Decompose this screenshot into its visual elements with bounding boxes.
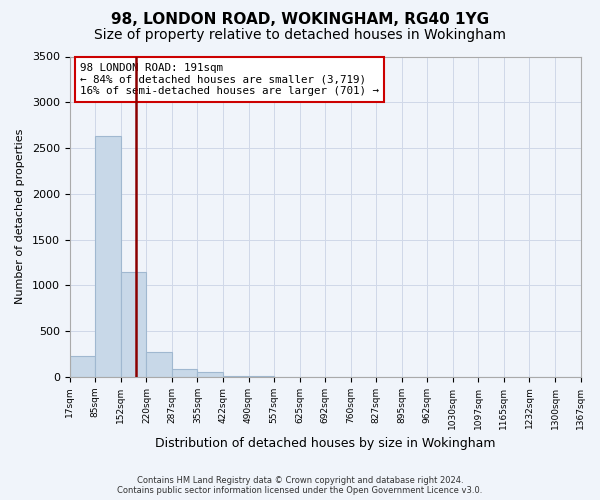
Text: Size of property relative to detached houses in Wokingham: Size of property relative to detached ho… (94, 28, 506, 42)
Text: 98, LONDON ROAD, WOKINGHAM, RG40 1YG: 98, LONDON ROAD, WOKINGHAM, RG40 1YG (111, 12, 489, 28)
Bar (223, 376, 248, 377)
Bar (95, 136, 121, 377)
Bar (146, 352, 172, 377)
Bar (197, 372, 223, 377)
X-axis label: Distribution of detached houses by size in Wokingham: Distribution of detached houses by size … (155, 437, 496, 450)
Bar (172, 368, 197, 377)
Text: Contains HM Land Registry data © Crown copyright and database right 2024.
Contai: Contains HM Land Registry data © Crown c… (118, 476, 482, 495)
Text: 98 LONDON ROAD: 191sqm
← 84% of detached houses are smaller (3,719)
16% of semi-: 98 LONDON ROAD: 191sqm ← 84% of detached… (80, 63, 379, 96)
Bar (70, 356, 95, 377)
Bar (121, 272, 146, 377)
Y-axis label: Number of detached properties: Number of detached properties (15, 129, 25, 304)
